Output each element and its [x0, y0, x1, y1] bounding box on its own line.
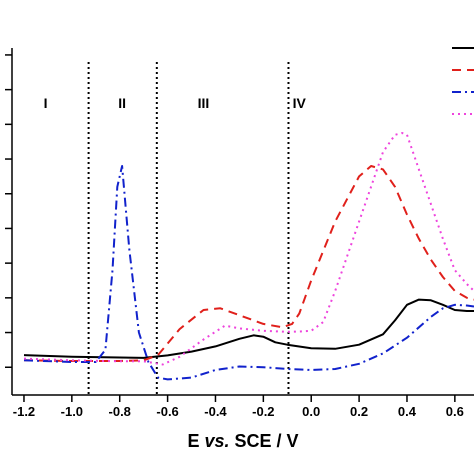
x-tick-label-8: 0.2 [350, 404, 368, 419]
x-axis-title: E vs. SCE / V [187, 431, 298, 451]
axes: -1.2 -1.0 -0.8 -0.6 -0.4 -0.2 0.0 0.2 0.4 0.6 [5, 48, 474, 419]
x-axis-title-part-3: SCE / V [230, 431, 299, 451]
x-axis-title-part-2: vs. [204, 431, 229, 451]
series-line-2 [23, 165, 474, 362]
x-tick-label-9: 0.4 [398, 404, 417, 419]
region-label-2: II [118, 95, 126, 111]
region-label-1: I [44, 95, 48, 111]
region-label-4: IV [293, 95, 307, 111]
x-tick-label-10: 0.6 [446, 404, 464, 419]
x-tick-label-2: -1.0 [61, 404, 83, 419]
series-layer [23, 132, 474, 381]
region-label-3: III [198, 95, 210, 111]
legend [452, 47, 474, 115]
x-tick-label-7: 0.0 [302, 404, 320, 419]
x-tick-label-6: -0.2 [252, 404, 274, 419]
x-axis-title-part-1: E [187, 431, 204, 451]
series-line-3 [23, 165, 474, 381]
region-boundaries: I II III IV [44, 62, 307, 395]
x-tick-label-3: -0.8 [109, 404, 131, 419]
x-tick-label-5: -0.4 [204, 404, 227, 419]
x-tick-label-1: -1.2 [13, 404, 35, 419]
x-tick-label-4: -0.6 [156, 404, 178, 419]
series-line-4 [23, 132, 474, 366]
series-line-1 [23, 298, 474, 359]
